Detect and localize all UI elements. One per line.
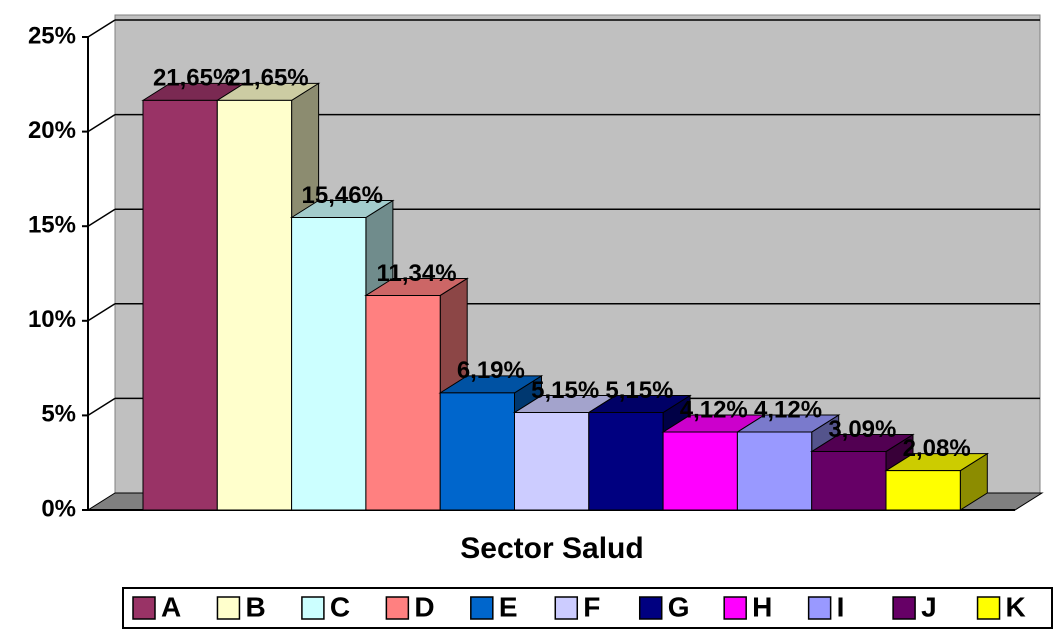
legend-label: H — [752, 591, 772, 622]
legend-swatch — [723, 596, 747, 620]
legend-label: B — [245, 591, 265, 622]
legend-swatch — [385, 596, 410, 620]
bar-face — [736, 431, 813, 511]
legend-label: C — [330, 591, 350, 622]
value-label: 4,12% — [680, 396, 748, 423]
bar-face — [291, 216, 367, 511]
bar-face — [216, 99, 293, 511]
grid-line — [87, 19, 116, 38]
grid-line — [87, 397, 116, 417]
legend-swatch — [216, 596, 241, 620]
bar-face — [439, 392, 515, 511]
y-tick-label: 15% — [28, 212, 76, 239]
legend-label: G — [668, 591, 690, 622]
legend-label: K — [1006, 591, 1026, 622]
value-label: 21,65% — [227, 65, 308, 92]
legend-swatch — [638, 596, 663, 620]
value-label: 15,46% — [302, 182, 383, 209]
x-axis-title: Sector Salud — [460, 532, 643, 565]
legend-swatch — [807, 596, 832, 620]
y-tick-label: 5% — [41, 401, 76, 428]
value-label: 2,08% — [903, 435, 971, 462]
y-tick-label: 10% — [28, 306, 76, 333]
value-label: 11,34% — [377, 260, 457, 287]
y-tick-label: 25% — [28, 22, 76, 49]
legend-label: F — [583, 591, 600, 622]
bar-face — [142, 99, 218, 511]
value-label: 5,15% — [605, 377, 673, 404]
value-label: 6,19% — [457, 357, 525, 384]
legend-swatch — [470, 596, 494, 620]
grid-line — [87, 208, 116, 227]
legend-swatch — [301, 596, 325, 620]
legend-label: J — [921, 591, 937, 622]
legend-label: E — [499, 591, 518, 622]
legend-label: A — [161, 591, 181, 622]
value-label: 4,12% — [754, 396, 822, 423]
bar — [884, 452, 990, 511]
bar-face — [588, 412, 664, 511]
y-tick-label: 0% — [41, 495, 76, 522]
value-label: 21,65% — [153, 65, 234, 92]
grid-line — [87, 303, 116, 322]
bar-face — [885, 470, 961, 511]
legend-label: D — [414, 591, 434, 622]
value-label: 3,09% — [828, 416, 896, 443]
legend-swatch — [132, 596, 156, 620]
grid-line — [87, 113, 116, 133]
legend-swatch — [892, 596, 916, 620]
y-tick-label: 20% — [28, 117, 76, 144]
legend-swatch — [554, 596, 579, 620]
bar-face — [514, 412, 590, 511]
bar-face — [811, 451, 887, 511]
legend-swatch — [976, 596, 1001, 620]
bar-face — [662, 431, 738, 511]
legend-label: I — [837, 591, 845, 622]
bar-face — [365, 294, 441, 511]
value-label: 5,15% — [531, 377, 599, 404]
